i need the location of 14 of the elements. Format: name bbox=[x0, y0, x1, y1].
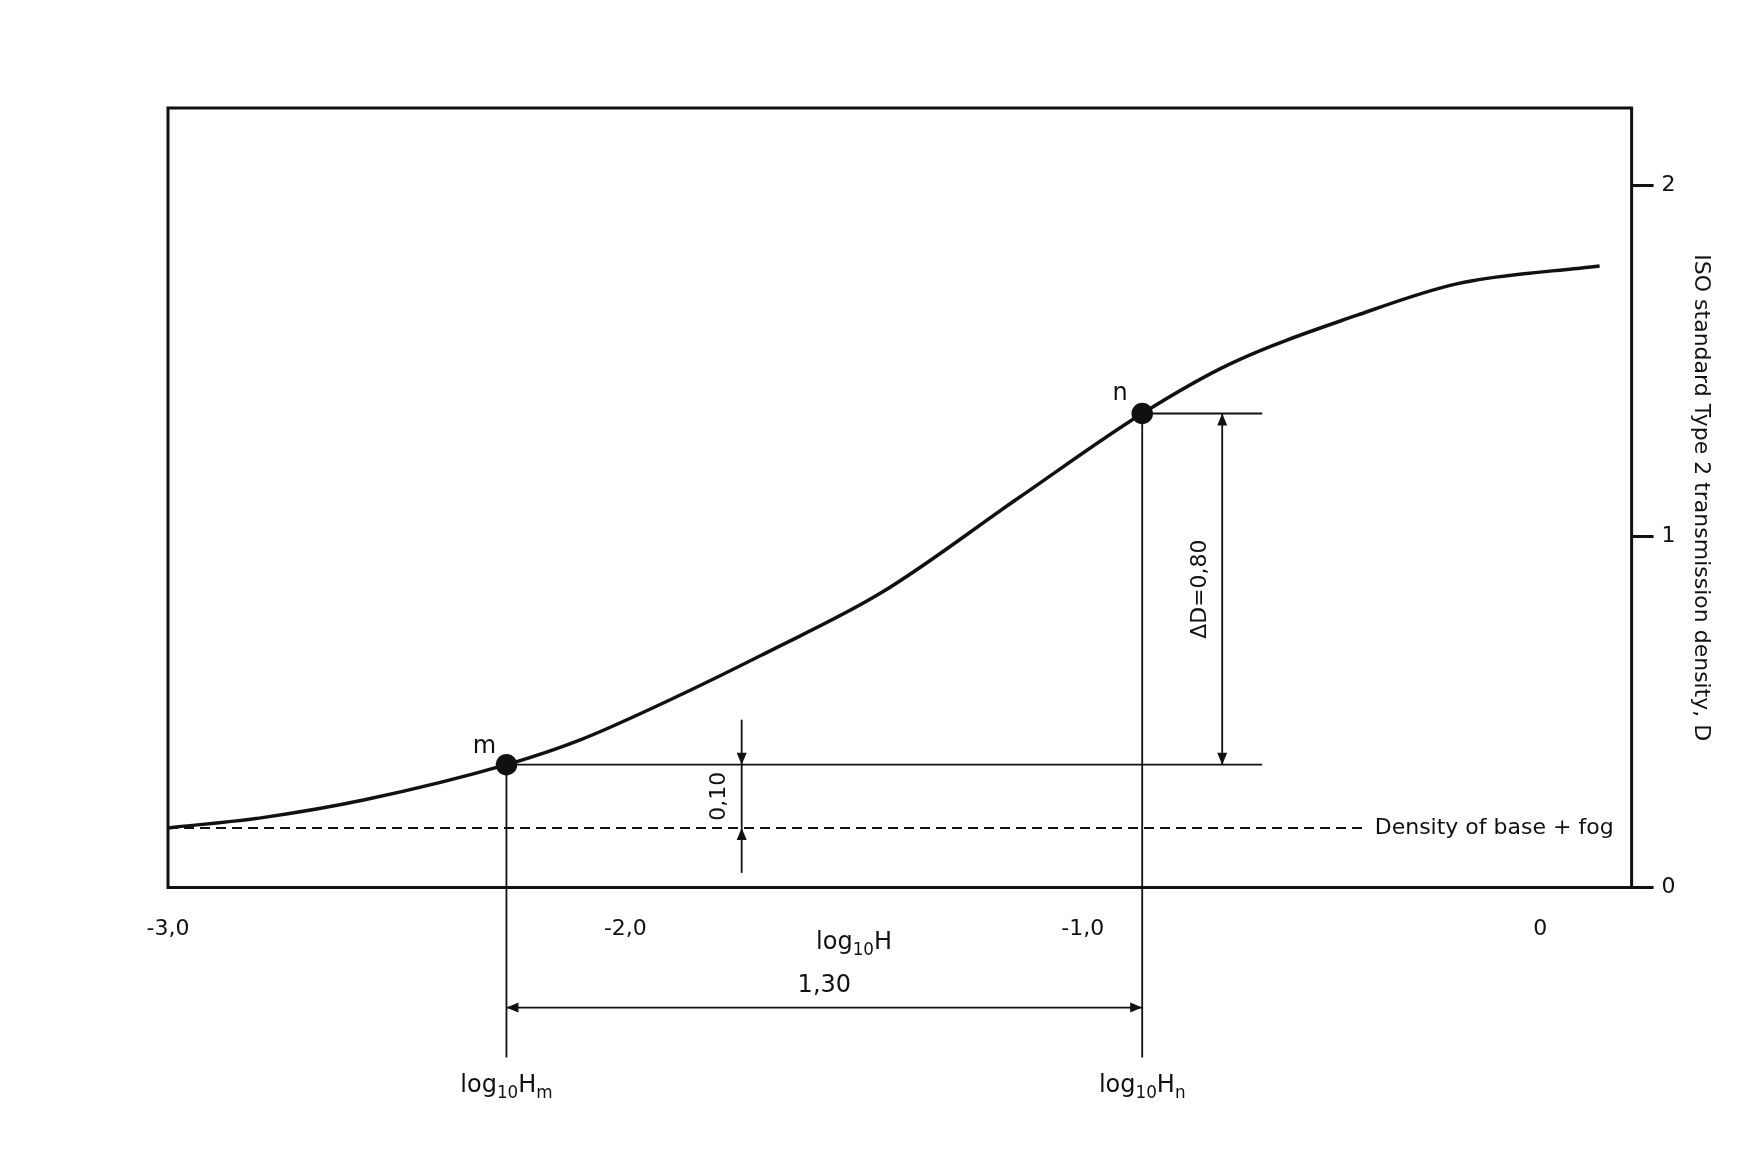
x-tick-label: 0 bbox=[1533, 914, 1548, 940]
y-tick-label: 2 bbox=[1661, 170, 1676, 196]
ref-line-label: Density of base + fog bbox=[1374, 813, 1614, 839]
annotation: 0,10 bbox=[705, 771, 731, 821]
y-tick-label: 1 bbox=[1661, 522, 1676, 548]
x-tick-label: -1,0 bbox=[1061, 914, 1105, 940]
annotation: ΔD=0,80 bbox=[1185, 539, 1211, 639]
y-axis-title: ISO standard Type 2 transmission density, D bbox=[1690, 254, 1716, 742]
annotation: n bbox=[1112, 377, 1128, 406]
x-tick-label: -2,0 bbox=[603, 914, 647, 940]
text: 1,30 bbox=[797, 969, 852, 998]
annotation: m bbox=[472, 730, 497, 759]
y-tick-label: 0 bbox=[1661, 873, 1676, 899]
x-tick-label: -3,0 bbox=[146, 914, 190, 940]
